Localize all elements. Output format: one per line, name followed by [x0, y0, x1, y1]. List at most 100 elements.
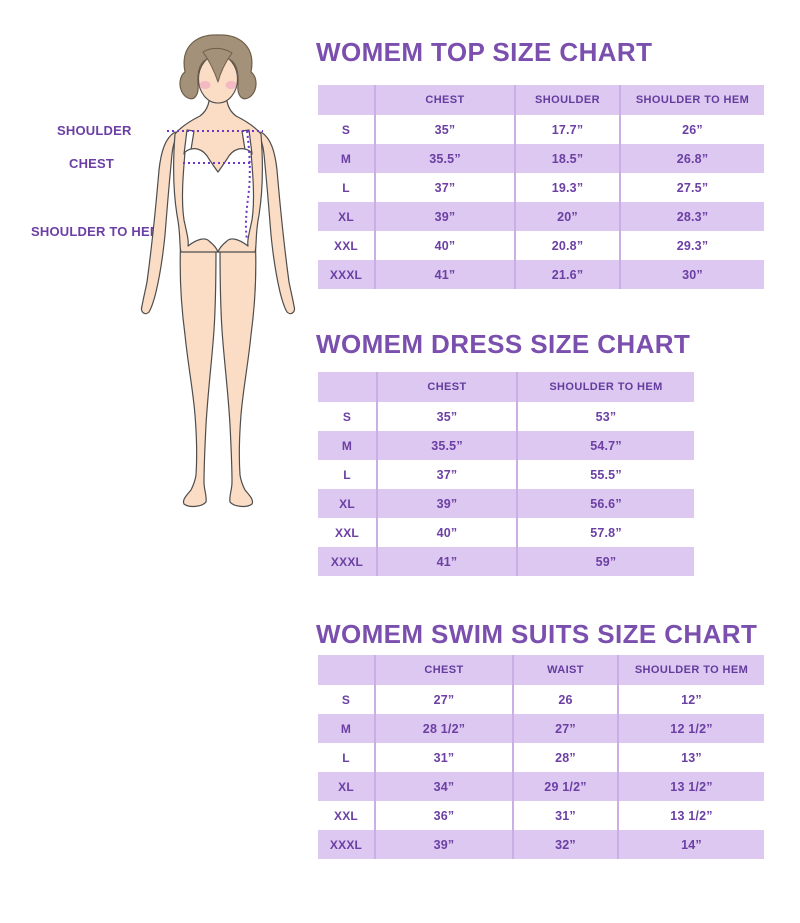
bodysuit	[181, 148, 255, 253]
value-cell: 30”	[619, 260, 764, 289]
value-cell: 27.5”	[619, 173, 764, 202]
value-cell: 13”	[617, 743, 764, 772]
size-label-cell: XL	[318, 772, 375, 801]
value-cell: 26”	[619, 115, 764, 144]
top-size-chart-table: CHEST SHOULDER SHOULDER TO HEM S 35” 17.7” 26”…	[318, 85, 764, 289]
table-row: XL 39” 20” 28.3”	[318, 202, 764, 231]
shoulder-to-hem-measure-line	[244, 130, 251, 241]
value-cell: 35.5”	[376, 431, 517, 460]
table-row: XXL 40” 57.8”	[318, 518, 694, 547]
column-header	[318, 655, 375, 685]
value-cell: 12”	[617, 685, 764, 714]
size-label-cell: M	[318, 144, 375, 173]
value-cell: 17.7”	[514, 115, 620, 144]
value-cell: 56.6”	[516, 489, 694, 518]
value-cell: 31”	[512, 801, 618, 830]
value-cell: 40”	[374, 231, 515, 260]
chest-label: CHEST	[69, 156, 115, 171]
size-label-cell: XL	[318, 489, 377, 518]
value-cell: 28.3”	[619, 202, 764, 231]
size-label-cell: XXL	[335, 525, 359, 540]
value-cell: 39”	[374, 830, 513, 859]
column-header: CHEST	[374, 85, 515, 115]
column-header: SHOULDER TO HEM	[619, 85, 764, 115]
value-cell: 53”	[516, 402, 694, 431]
value-cell: 35.5”	[374, 144, 515, 173]
value-cell: 26.8”	[619, 144, 764, 173]
value-cell: 29 1/2”	[512, 772, 618, 801]
swim-suits-size-chart-table: CHEST WAIST SHOULDER TO HEM S 27” 26 12” M 28 1/…	[318, 655, 764, 859]
value-cell: 35”	[376, 402, 517, 431]
value-cell: 29.3”	[619, 231, 764, 260]
table-row: S 35” 17.7” 26”	[318, 115, 764, 144]
table-row: XXL 36” 31” 13 1/2”	[318, 801, 764, 830]
value-cell: 57.8”	[516, 518, 694, 547]
value-cell: 28 1/2”	[374, 714, 513, 743]
left-arm	[140, 131, 180, 315]
right-cheek	[225, 81, 237, 89]
value-cell: 54.7”	[516, 431, 694, 460]
dress-size-chart-table: CHEST SHOULDER TO HEM S 35” 53” M 35.5” 54.7” L 3…	[318, 372, 694, 576]
table-row: XXXL 39” 32” 14”	[318, 830, 764, 859]
column-header: CHEST	[374, 655, 513, 685]
table-row: M 28 1/2” 27” 12 1/2”	[318, 714, 764, 743]
table-row: XXL 40” 20.8” 29.3”	[318, 231, 764, 260]
column-header: SHOULDER TO HEM	[516, 372, 694, 402]
value-cell: 31”	[374, 743, 513, 772]
value-cell: 39”	[374, 202, 515, 231]
table-row: XL 34” 29 1/2” 13 1/2”	[318, 772, 764, 801]
swim-suits-size-chart-title: WOMEM SWIM SUITS SIZE CHART	[316, 619, 758, 649]
size-label-cell: XXL	[334, 808, 358, 823]
left-leg	[179, 234, 217, 508]
size-label-cell: XXXL	[318, 260, 375, 289]
woman-figure-illustration	[140, 34, 296, 508]
shoulder-label: SHOULDER	[57, 123, 132, 138]
value-cell: 59”	[516, 547, 694, 576]
table-row: M 35.5” 54.7”	[318, 431, 694, 460]
size-label-cell: L	[343, 467, 351, 482]
value-cell: 28”	[512, 743, 618, 772]
header-row: CHEST WAIST SHOULDER TO HEM	[318, 655, 764, 685]
value-cell: 21.6”	[514, 260, 620, 289]
size-label-cell: S	[341, 122, 351, 137]
column-header: SHOULDER	[514, 85, 620, 115]
size-label-cell: XXXL	[318, 830, 375, 859]
table-row: L 31” 28” 13”	[318, 743, 764, 772]
size-label-cell: XL	[318, 202, 375, 231]
shoulder-to-hem-label: SHOULDER TO HEM	[31, 224, 161, 239]
left-cheek	[199, 81, 211, 89]
value-cell: 36”	[374, 801, 513, 830]
table-row: XXXL 41” 59”	[318, 547, 694, 576]
dress-size-chart-title: WOMEM DRESS SIZE CHART	[316, 329, 691, 359]
column-header	[318, 85, 375, 115]
value-cell: 12 1/2”	[617, 714, 764, 743]
table-row: M 35.5” 18.5” 26.8”	[318, 144, 764, 173]
size-charts-column: WOMEM TOP SIZE CHART CHEST SHOULDER SHOULD…	[316, 0, 776, 923]
column-header: WAIST	[512, 655, 618, 685]
size-label-cell: M	[318, 431, 377, 460]
value-cell: 18.5”	[514, 144, 620, 173]
value-cell: 27”	[374, 685, 513, 714]
top-size-chart-title: WOMEM TOP SIZE CHART	[316, 37, 653, 67]
table-row: XL 39” 56.6”	[318, 489, 694, 518]
value-cell: 27”	[512, 714, 618, 743]
value-cell: 39”	[376, 489, 517, 518]
column-header	[318, 372, 377, 402]
value-cell: 19.3”	[514, 173, 620, 202]
table-row: S 27” 26 12”	[318, 685, 764, 714]
right-leg	[219, 234, 257, 508]
right-arm	[256, 131, 296, 315]
table-row: L 37” 55.5”	[318, 460, 694, 489]
size-label-cell: XXL	[334, 238, 358, 253]
size-label-cell: S	[341, 692, 351, 707]
value-cell: 37”	[374, 173, 515, 202]
hair	[179, 34, 257, 100]
value-cell: 35”	[374, 115, 515, 144]
value-cell: 20.8”	[514, 231, 620, 260]
value-cell: 55.5”	[516, 460, 694, 489]
table-row: XXXL 41” 21.6” 30”	[318, 260, 764, 289]
table-row: L 37” 19.3” 27.5”	[318, 173, 764, 202]
hair-fringe	[202, 47, 233, 83]
value-cell: 26	[512, 685, 618, 714]
